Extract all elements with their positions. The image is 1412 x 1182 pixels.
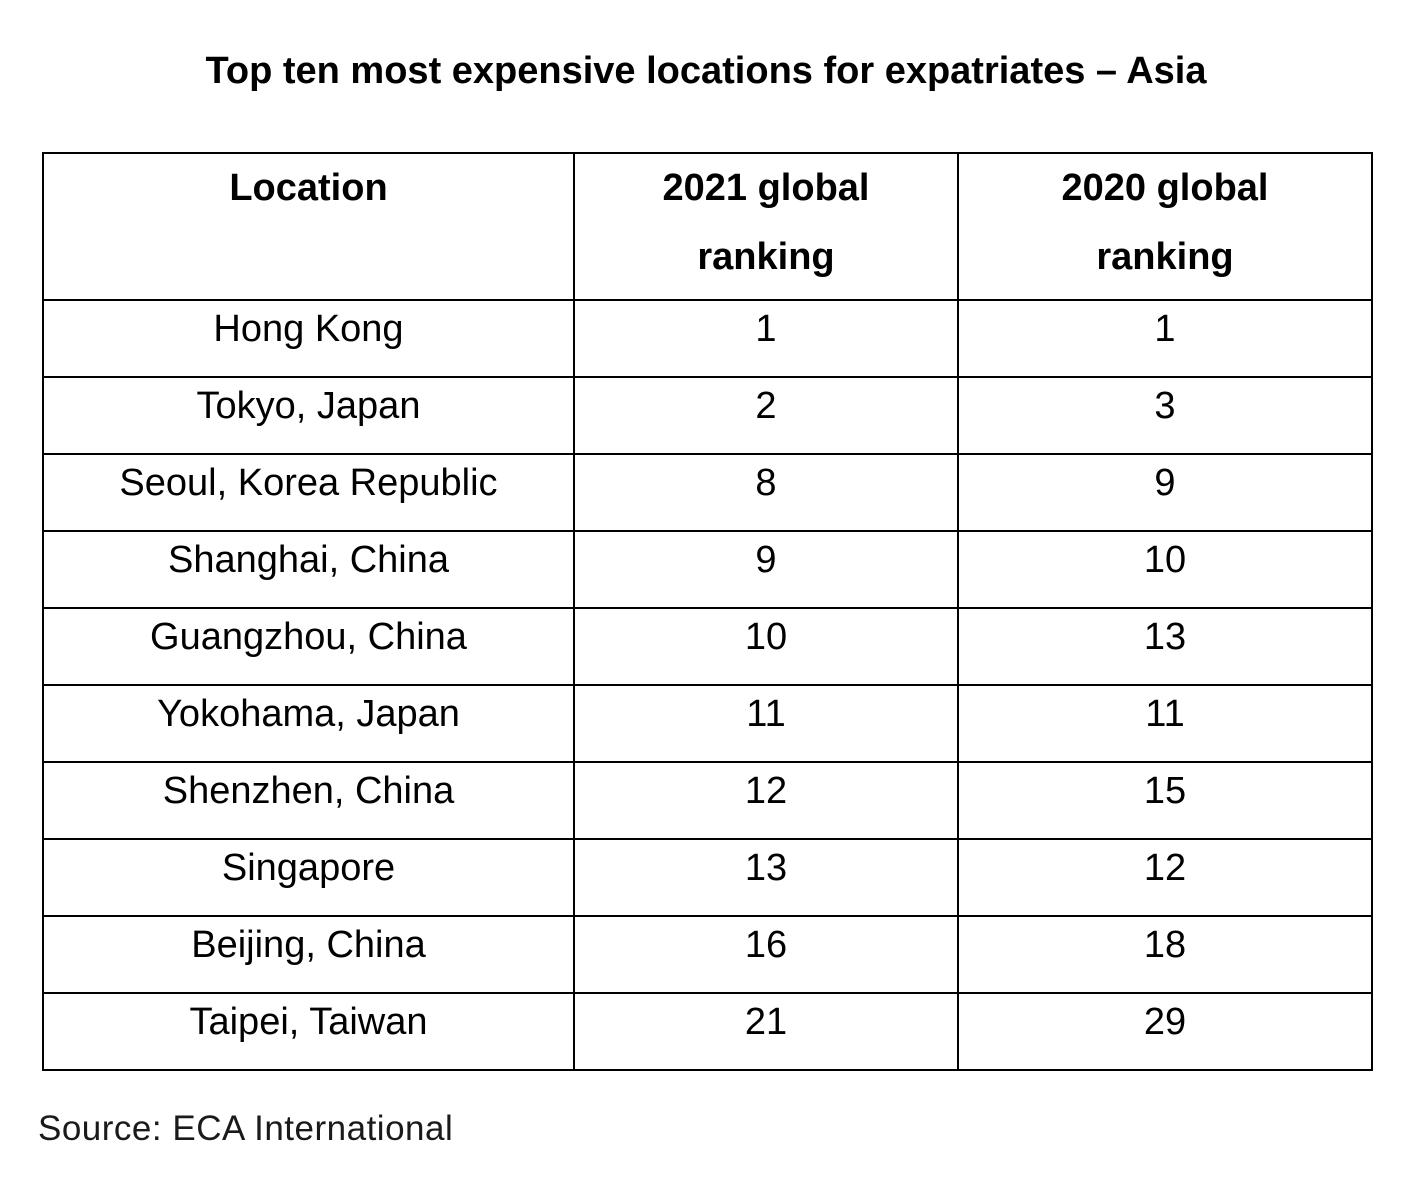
location-cell: Seoul, Korea Republic	[42, 453, 575, 532]
table-row: Taipei, Taiwan 21 29	[42, 992, 1373, 1071]
ranking-2021-cell: 8	[573, 453, 959, 532]
ranking-2020-cell: 1	[957, 299, 1373, 378]
ranking-2020-cell: 29	[957, 992, 1373, 1071]
table-row: Hong Kong 1 1	[42, 299, 1373, 378]
header-location: Location	[42, 152, 575, 301]
ranking-2020-cell: 10	[957, 530, 1373, 609]
location-cell: Taipei, Taiwan	[42, 992, 575, 1071]
ranking-2020-cell: 9	[957, 453, 1373, 532]
location-cell: Guangzhou, China	[42, 607, 575, 686]
location-cell: Tokyo, Japan	[42, 376, 575, 455]
table-row: Shenzhen, China 12 15	[42, 761, 1373, 840]
ranking-2021-cell: 2	[573, 376, 959, 455]
ranking-2021-cell: 11	[573, 684, 959, 763]
source-note: Source: ECA International	[38, 1109, 454, 1148]
location-cell: Shanghai, China	[42, 530, 575, 609]
ranking-2021-cell: 9	[573, 530, 959, 609]
table-row: Beijing, China 16 18	[42, 915, 1373, 994]
ranking-2020-cell: 15	[957, 761, 1373, 840]
location-cell: Shenzhen, China	[42, 761, 575, 840]
table-header-row: Location 2021 global ranking 2020 global…	[42, 152, 1373, 301]
location-cell: Beijing, China	[42, 915, 575, 994]
ranking-2021-cell: 1	[573, 299, 959, 378]
ranking-2020-cell: 3	[957, 376, 1373, 455]
ranking-2020-cell: 18	[957, 915, 1373, 994]
ranking-2021-cell: 16	[573, 915, 959, 994]
table-row: Seoul, Korea Republic 8 9	[42, 453, 1373, 532]
table-row: Singapore 13 12	[42, 838, 1373, 917]
ranking-2020-cell: 11	[957, 684, 1373, 763]
ranking-2021-cell: 12	[573, 761, 959, 840]
location-cell: Hong Kong	[42, 299, 575, 378]
ranking-2021-cell: 13	[573, 838, 959, 917]
ranking-2021-cell: 10	[573, 607, 959, 686]
ranking-table: Location 2021 global ranking 2020 global…	[42, 152, 1373, 1071]
location-cell: Singapore	[42, 838, 575, 917]
table-row: Shanghai, China 9 10	[42, 530, 1373, 609]
header-2021-ranking: 2021 global ranking	[573, 152, 959, 301]
page-title: Top ten most expensive locations for exp…	[205, 50, 1207, 92]
ranking-2021-cell: 21	[573, 992, 959, 1071]
location-cell: Yokohama, Japan	[42, 684, 575, 763]
header-2020-ranking: 2020 global ranking	[957, 152, 1373, 301]
ranking-2020-cell: 12	[957, 838, 1373, 917]
table-row: Yokohama, Japan 11 11	[42, 684, 1373, 763]
table-row: Tokyo, Japan 2 3	[42, 376, 1373, 455]
table-row: Guangzhou, China 10 13	[42, 607, 1373, 686]
ranking-2020-cell: 13	[957, 607, 1373, 686]
